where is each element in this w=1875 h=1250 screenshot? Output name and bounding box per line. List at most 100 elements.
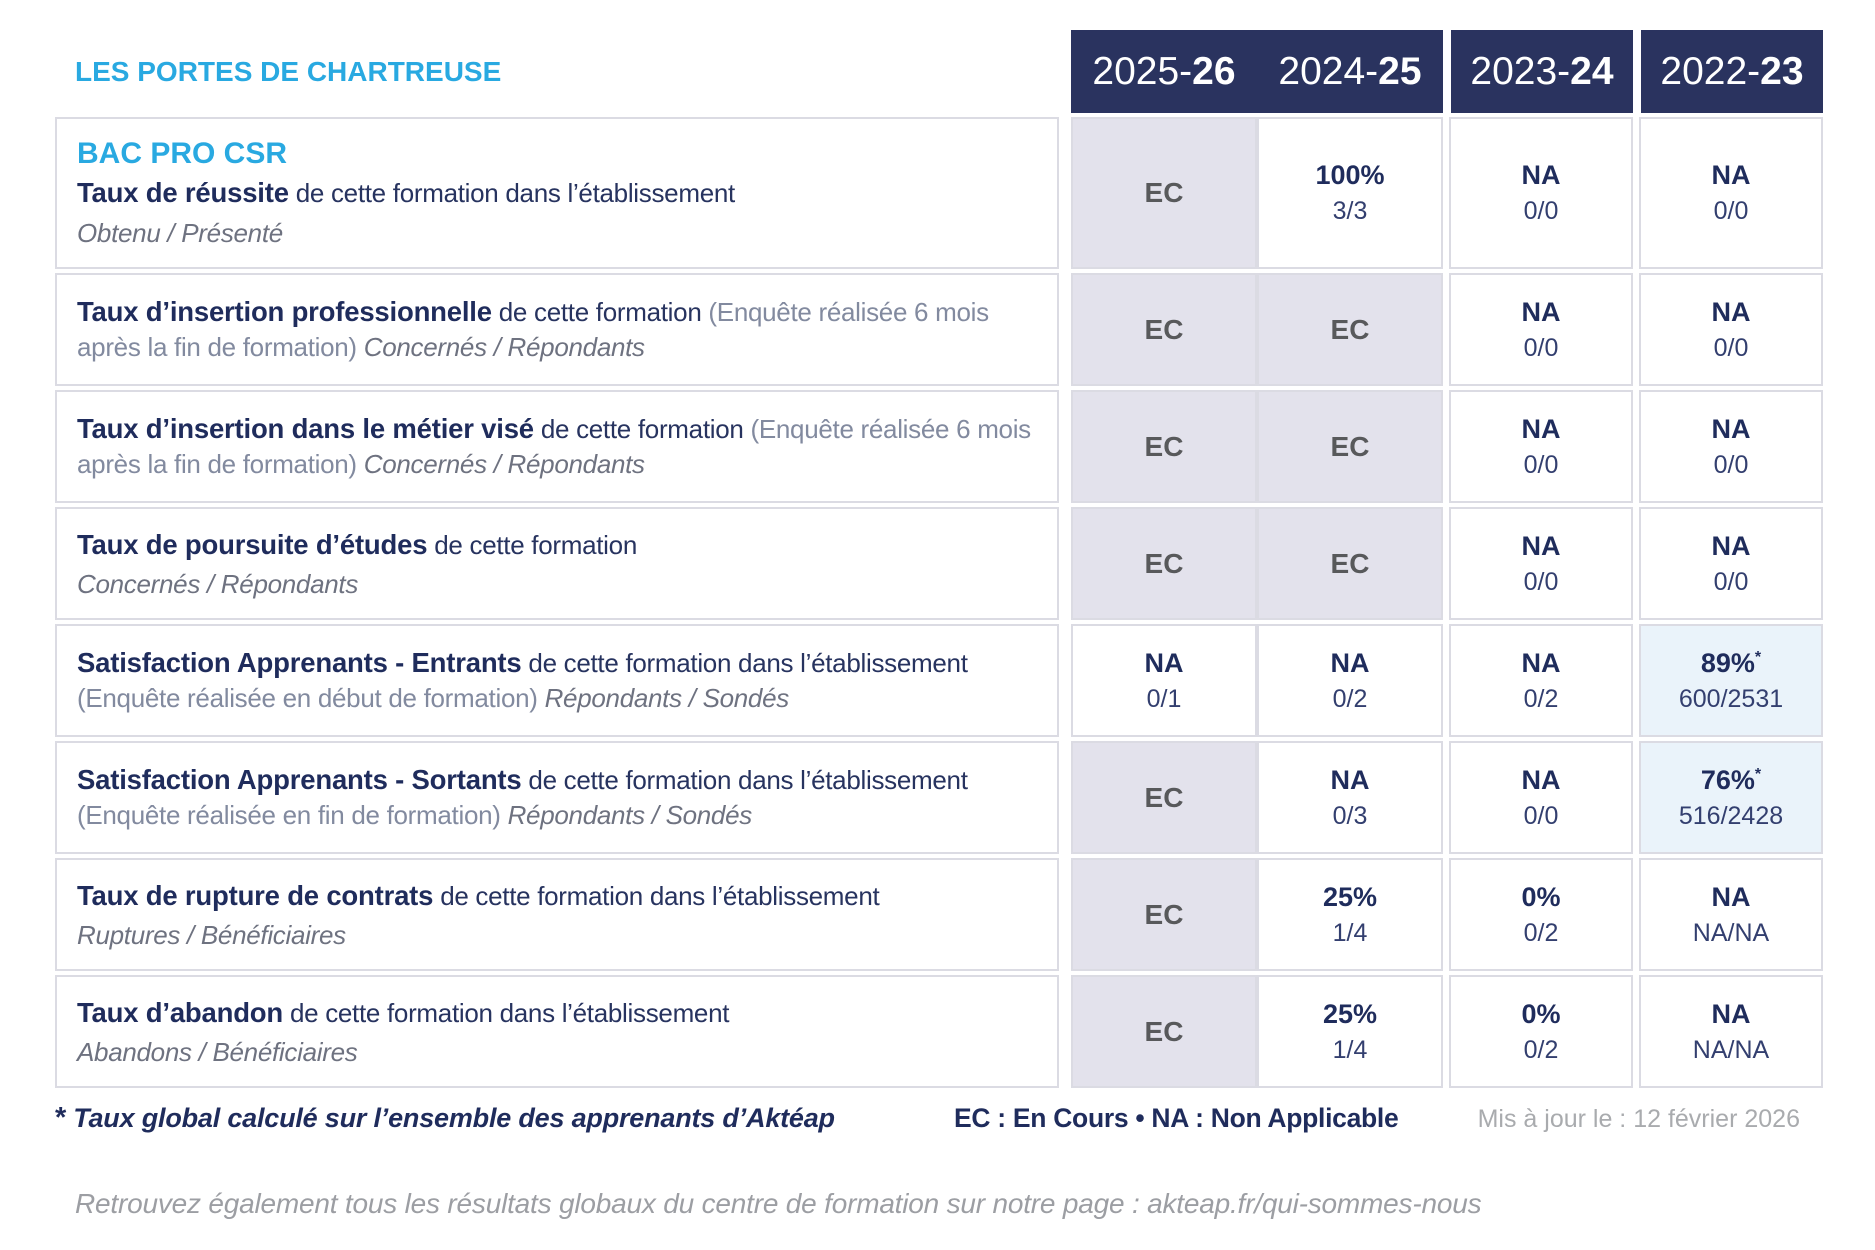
metric-description: Satisfaction Apprenants - Entrants de ce… bbox=[77, 645, 1033, 716]
value-fraction: 1/4 bbox=[1332, 918, 1368, 947]
value-main: EC bbox=[1144, 430, 1184, 462]
metric-label: BAC PRO CSR Taux de réussite de cette for… bbox=[55, 117, 1059, 269]
value-cell: NA 0/0 bbox=[1639, 273, 1823, 386]
ratio-caption: Obtenu / Présenté bbox=[77, 217, 283, 248]
value-fraction: 0/0 bbox=[1523, 197, 1559, 225]
value-main: NA bbox=[1330, 647, 1370, 678]
value-fraction: 516/2428 bbox=[1678, 801, 1784, 830]
year-label: 2022-23 bbox=[1660, 49, 1804, 93]
value-fraction: 0/2 bbox=[1523, 918, 1559, 947]
value-cell: NA 0/1 bbox=[1071, 624, 1257, 737]
value-main: EC bbox=[1144, 313, 1184, 345]
value-main: NA bbox=[1711, 160, 1751, 190]
value-main: EC bbox=[1144, 1015, 1184, 1047]
value-fraction: NA/NA bbox=[1692, 1035, 1770, 1064]
metric-label: Taux d’abandon de cette formation dans l… bbox=[55, 975, 1059, 1088]
value-fraction: 1/4 bbox=[1332, 1035, 1368, 1064]
year-header-2023: 2023-24 bbox=[1451, 30, 1633, 113]
year-label: 2024-25 bbox=[1278, 49, 1422, 93]
value-main: NA bbox=[1521, 296, 1561, 327]
metric-label: Satisfaction Apprenants - Entrants de ce… bbox=[55, 624, 1059, 737]
value-cell: EC bbox=[1071, 117, 1257, 269]
metric-scope: de cette formation bbox=[498, 297, 702, 328]
value-cell: EC bbox=[1071, 741, 1257, 854]
page-title: LES PORTES DE CHARTREUSE bbox=[75, 55, 502, 87]
value-cell: NA 0/2 bbox=[1257, 624, 1443, 737]
value-fraction: 0/2 bbox=[1332, 684, 1368, 713]
survey-note: (Enquête réalisée 6 mois après la fin de… bbox=[77, 297, 989, 363]
value-cell: 25% 1/4 bbox=[1257, 858, 1443, 971]
value-main: EC bbox=[1330, 430, 1370, 462]
metric-label: Taux de poursuite d’études de cette form… bbox=[55, 507, 1059, 620]
year-label: 2025-26 bbox=[1092, 49, 1236, 93]
value-fraction: 3/3 bbox=[1332, 197, 1368, 225]
survey-note: (Enquête réalisée en début de formation) bbox=[77, 683, 538, 714]
metric-name: Taux de rupture de contrats bbox=[77, 879, 434, 911]
value-cell: EC bbox=[1257, 507, 1443, 620]
value-cell: NA 0/0 bbox=[1449, 507, 1633, 620]
metric-name: Taux d’abandon bbox=[77, 996, 284, 1028]
value-cell: EC bbox=[1257, 273, 1443, 386]
metric-name: Taux de poursuite d’études bbox=[77, 528, 428, 560]
value-fraction: 0/2 bbox=[1523, 684, 1559, 713]
value-cell: NA NA/NA bbox=[1639, 858, 1823, 971]
value-main: EC bbox=[1330, 313, 1370, 345]
ratio-caption: Répondants / Sondés bbox=[507, 800, 753, 831]
program-title: BAC PRO CSR bbox=[77, 137, 288, 171]
survey-note: (Enquête réalisée 6 mois après la fin de… bbox=[77, 414, 1031, 480]
metric-description: Taux de rupture de contrats de cette for… bbox=[77, 878, 1033, 914]
survey-note: (Enquête réalisée en fin de formation) bbox=[77, 800, 501, 831]
value-main: 25% bbox=[1322, 998, 1378, 1029]
ratio-caption: Concernés / Répondants bbox=[363, 332, 645, 363]
value-cell: 76%* 516/2428 bbox=[1639, 741, 1823, 854]
value-main: 0% bbox=[1521, 998, 1561, 1029]
metric-description: Taux d’insertion professionnelle de cett… bbox=[77, 294, 1033, 365]
metric-scope: de cette formation dans l’établissement bbox=[528, 765, 968, 796]
value-fraction: 0/0 bbox=[1713, 450, 1749, 479]
metric-name: Taux d’insertion professionnelle bbox=[77, 296, 492, 328]
metric-scope: de cette formation dans l’établissement bbox=[295, 178, 736, 209]
value-main: EC bbox=[1144, 547, 1184, 579]
value-cell: NA 0/2 bbox=[1449, 624, 1633, 737]
value-fraction: 0/3 bbox=[1332, 801, 1368, 830]
value-fraction: 600/2531 bbox=[1678, 684, 1784, 713]
value-main: NA bbox=[1144, 647, 1184, 678]
value-main: 100% bbox=[1315, 160, 1385, 190]
brand-cell: LES PORTES DE CHARTREUSE bbox=[55, 30, 1059, 113]
value-cell: EC bbox=[1071, 507, 1257, 620]
value-main: 25% bbox=[1322, 881, 1378, 912]
metric-description: Taux d’abandon de cette formation dans l… bbox=[77, 995, 1033, 1031]
value-main: 0% bbox=[1521, 881, 1561, 912]
value-cell: 100% 3/3 bbox=[1257, 117, 1443, 269]
value-cell: NA 0/0 bbox=[1639, 507, 1823, 620]
value-cell: NA 0/0 bbox=[1449, 390, 1633, 503]
value-main: NA bbox=[1711, 530, 1751, 561]
metric-scope: de cette formation bbox=[540, 414, 744, 445]
metric-description: Taux d’insertion dans le métier visé de … bbox=[77, 411, 1033, 482]
metric-scope: de cette formation bbox=[434, 529, 637, 560]
value-main: NA bbox=[1711, 998, 1751, 1029]
value-main: NA bbox=[1521, 647, 1561, 678]
year-label: 2023-24 bbox=[1470, 49, 1614, 93]
value-cell: EC bbox=[1071, 390, 1257, 503]
year-header-2022: 2022-23 bbox=[1641, 30, 1823, 113]
value-cell: NA 0/3 bbox=[1257, 741, 1443, 854]
asterisk: * bbox=[1754, 765, 1762, 783]
value-fraction: 0/0 bbox=[1523, 801, 1559, 830]
value-cell: EC bbox=[1071, 273, 1257, 386]
footnote-text: Taux global calculé sur l’ensemble des a… bbox=[73, 1103, 835, 1133]
metric-name: Taux d’insertion dans le métier visé bbox=[77, 413, 534, 445]
value-main: NA bbox=[1711, 296, 1751, 327]
metric-name: Satisfaction Apprenants - Entrants bbox=[77, 647, 522, 679]
ratio-caption: Ruptures / Bénéficiaires bbox=[77, 920, 346, 951]
ratio-caption: Répondants / Sondés bbox=[544, 683, 790, 714]
metric-scope: de cette formation dans l’établissement bbox=[289, 997, 730, 1028]
value-cell: 0% 0/2 bbox=[1449, 858, 1633, 971]
value-fraction: NA/NA bbox=[1692, 918, 1770, 947]
value-fraction: 0/0 bbox=[1523, 567, 1559, 596]
footnote-global: * Taux global calculé sur l’ensemble des… bbox=[55, 1102, 835, 1135]
metric-label: Taux d’insertion dans le métier visé de … bbox=[55, 390, 1059, 503]
value-main: 89%* bbox=[1700, 647, 1762, 678]
value-main: NA bbox=[1711, 881, 1751, 912]
ratio-caption: Concernés / Répondants bbox=[363, 449, 645, 480]
